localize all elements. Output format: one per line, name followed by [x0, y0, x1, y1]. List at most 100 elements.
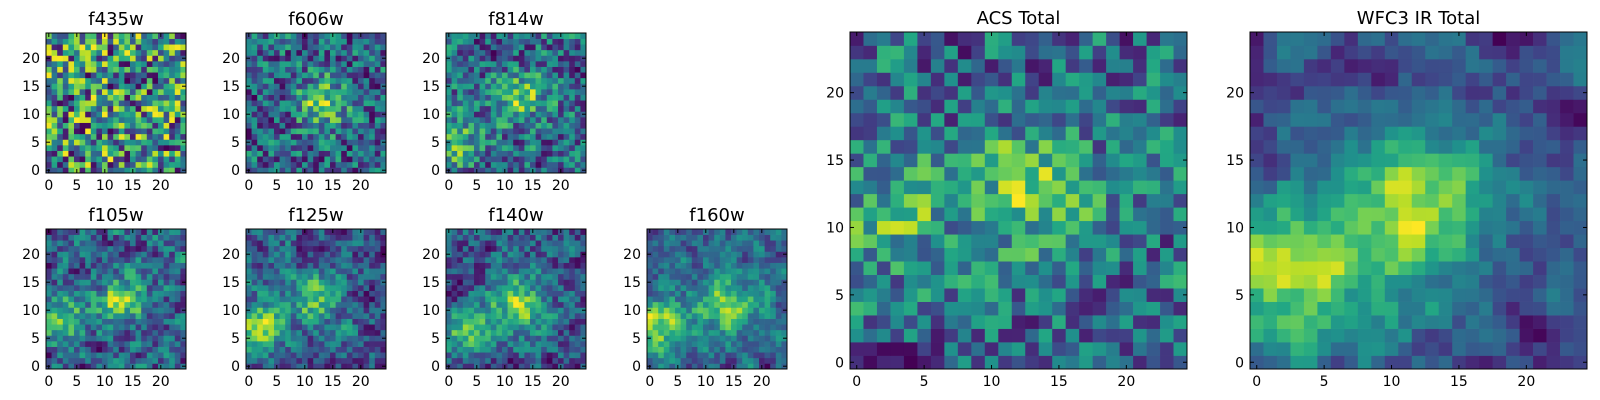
heatmap-cell	[558, 279, 564, 286]
heatmap-cell	[971, 315, 986, 329]
heatmap-cell	[524, 279, 531, 286]
heatmap-cell	[1092, 342, 1107, 356]
heatmap-cell	[118, 335, 125, 342]
heatmap-cell	[79, 262, 86, 269]
heatmap-cell	[1065, 247, 1080, 262]
heatmap-cell	[330, 145, 336, 151]
heatmap-cell	[574, 301, 581, 308]
heatmap-cell	[169, 117, 176, 123]
heatmap-cell	[313, 94, 320, 101]
heatmap-cell	[74, 145, 80, 151]
heatmap-cell	[46, 66, 52, 73]
heatmap-cell	[290, 257, 297, 263]
heatmap-cell	[57, 363, 64, 370]
heatmap-cell	[552, 139, 559, 146]
heatmap-cell	[74, 268, 80, 275]
heatmap-cell	[658, 296, 665, 303]
heatmap-cell	[569, 105, 576, 112]
heatmap-cell	[502, 128, 508, 135]
heatmap-cell	[1106, 220, 1120, 235]
heatmap-cell	[152, 94, 159, 101]
heatmap-cell	[580, 128, 587, 135]
heatmap-cell	[380, 268, 387, 275]
heatmap-cell	[285, 279, 292, 286]
heatmap-cell	[485, 240, 492, 247]
heatmap-cell	[569, 262, 576, 269]
heatmap-cell	[124, 279, 131, 286]
heatmap-cell	[502, 77, 508, 84]
heatmap-cell	[1173, 193, 1188, 208]
heatmap-cell	[580, 273, 587, 280]
heatmap-cell	[535, 156, 542, 163]
heatmap-cell	[169, 329, 176, 336]
heatmap-cell	[686, 329, 693, 336]
x-tick-label: 0	[244, 374, 253, 390]
heatmap-cell	[363, 94, 370, 101]
heatmap-cell	[152, 72, 159, 79]
heatmap-cell	[68, 44, 75, 51]
heatmap-cell	[268, 335, 275, 342]
heatmap-cell	[79, 38, 86, 45]
heatmap-cell	[903, 220, 918, 235]
heatmap-cell	[324, 257, 331, 263]
heatmap-cell	[719, 296, 726, 303]
heatmap-cell	[917, 261, 932, 275]
heatmap-cell	[552, 363, 559, 370]
heatmap-cell	[302, 357, 308, 364]
heatmap-cell	[124, 352, 131, 359]
heatmap-cell	[57, 268, 64, 275]
heatmap-cell	[324, 100, 331, 107]
heatmap-cell	[502, 357, 508, 364]
heatmap-cell	[274, 268, 280, 275]
heatmap-cell	[257, 89, 264, 95]
heatmap-cell	[485, 313, 492, 319]
heatmap-cell	[850, 193, 864, 208]
heatmap-cell	[274, 100, 280, 107]
heatmap-cell	[330, 318, 336, 325]
heatmap-cell	[876, 342, 891, 356]
heatmap-cell	[524, 122, 531, 129]
heatmap-cell	[1065, 328, 1080, 343]
heatmap-cell	[563, 33, 570, 39]
heatmap-cell	[496, 72, 503, 79]
heatmap-cell	[307, 346, 314, 353]
heatmap-cell	[346, 335, 353, 342]
heatmap-cell	[474, 105, 480, 112]
heatmap-cell	[369, 77, 376, 84]
heatmap-cell	[546, 33, 553, 39]
heatmap-cell	[535, 89, 542, 95]
heatmap-cell	[107, 72, 114, 79]
heatmap-cell	[246, 89, 252, 95]
heatmap-cell	[135, 363, 142, 370]
heatmap-cell	[358, 139, 364, 146]
heatmap-cell	[274, 38, 280, 45]
heatmap-cell	[374, 161, 381, 168]
heatmap-cell	[158, 279, 164, 286]
heatmap-cell	[1119, 355, 1134, 370]
heatmap-cell	[68, 77, 75, 84]
heatmap-cell	[352, 251, 359, 258]
heatmap-cell	[546, 290, 553, 297]
heatmap-cell	[130, 61, 136, 67]
heatmap-cell	[552, 161, 559, 168]
heatmap-cell	[680, 307, 687, 314]
heatmap-cell	[113, 341, 120, 347]
heatmap-cell	[675, 341, 681, 347]
heatmap-cell	[374, 357, 381, 364]
heatmap-cell	[169, 167, 176, 174]
heatmap-cell	[251, 89, 258, 95]
heatmap-cell	[369, 111, 376, 118]
heatmap-cell	[141, 44, 148, 51]
heatmap-cell	[1133, 166, 1147, 181]
heatmap-cell	[474, 318, 480, 325]
heatmap-cell	[274, 44, 280, 51]
heatmap-cell	[346, 262, 353, 269]
heatmap-cell	[781, 357, 788, 364]
heatmap-cell	[51, 105, 58, 112]
heatmap-cell	[675, 251, 681, 258]
heatmap-cell	[647, 290, 653, 297]
heatmap-cell	[781, 329, 788, 336]
heatmap-cell	[307, 167, 314, 174]
heatmap-cell	[731, 262, 737, 269]
heatmap-cell	[369, 335, 376, 342]
